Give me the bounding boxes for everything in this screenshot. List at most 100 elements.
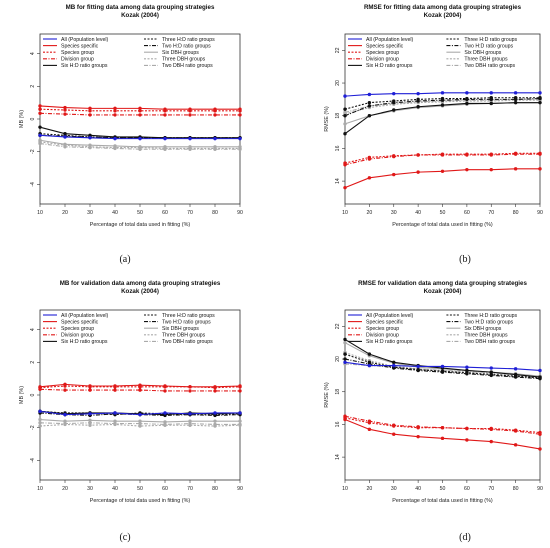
data-point-two-dbh-ratio-groups	[88, 421, 92, 425]
y-tick-label: 14	[335, 178, 341, 184]
x-tick-label: 60	[464, 486, 470, 492]
x-tick-label: 30	[87, 210, 93, 216]
x-tick-label: 70	[187, 486, 193, 492]
data-point-division-group	[38, 111, 42, 115]
data-point-species-specific	[88, 106, 92, 111]
legend-label: Two H:D ratio groups	[162, 43, 211, 49]
data-point-all-population-level	[538, 368, 542, 373]
data-point-species-group	[88, 109, 92, 113]
data-point-two-h-d-ratio-groups	[392, 366, 396, 370]
legend-label: All (Population level)	[366, 313, 414, 319]
data-point-two-h-d-ratio-groups	[416, 368, 420, 373]
x-tick-label: 80	[212, 210, 218, 216]
y-tick-label: 20	[335, 80, 341, 86]
y-tick-label: 0	[30, 117, 36, 120]
data-point-species-specific	[465, 438, 469, 442]
y-tick-label: 2	[30, 85, 36, 88]
panel-caption: (a)	[119, 254, 130, 265]
data-point-six-h-d-ratio-groups	[367, 114, 372, 118]
data-point-six-dbh-groups	[88, 418, 92, 423]
legend-label: Species group	[366, 50, 399, 56]
data-point-species-group	[63, 108, 67, 112]
panel-caption: (b)	[459, 254, 471, 265]
data-point-two-h-d-ratio-groups	[163, 413, 167, 418]
legend-label: Three H:D ratio groups	[162, 313, 215, 319]
data-point-six-h-d-ratio-groups	[416, 105, 420, 109]
data-point-all-population-level	[213, 411, 217, 415]
data-point-two-h-d-ratio-groups	[416, 99, 420, 103]
legend-label: Species specific	[366, 43, 404, 49]
y-tick-label: 16	[335, 421, 341, 427]
data-point-all-population-level	[465, 91, 469, 95]
data-point-two-dbh-ratio-groups	[188, 147, 192, 151]
legend-label: All (Population level)	[61, 313, 109, 319]
chart-title: MB for validation data among data groupi…	[60, 280, 221, 287]
data-point-all-population-level	[416, 364, 420, 369]
x-tick-label: 90	[237, 210, 243, 216]
data-point-six-dbh-groups	[238, 419, 242, 423]
y-tick-label: 4	[30, 52, 36, 55]
x-tick-label: 70	[488, 210, 494, 216]
data-point-all-population-level	[465, 365, 469, 369]
data-point-division-group	[343, 163, 347, 167]
data-point-division-group	[465, 153, 469, 157]
data-point-six-dbh-groups	[213, 419, 217, 423]
data-point-six-dbh-groups	[38, 417, 42, 422]
x-tick-label: 10	[342, 210, 348, 216]
data-point-all-population-level	[38, 409, 42, 414]
data-point-division-group	[416, 153, 420, 157]
x-tick-label: 50	[440, 210, 446, 216]
legend-label: Six DBH groups	[464, 50, 501, 56]
data-point-three-dbh-groups	[38, 424, 42, 428]
legend-label: Species group	[61, 326, 94, 332]
data-point-species-specific	[513, 443, 518, 447]
data-point-species-specific	[63, 105, 67, 110]
series-line-species-group	[39, 108, 240, 112]
data-point-all-population-level	[113, 136, 117, 141]
series-line-two-h-d-ratio-groups	[39, 134, 240, 139]
data-point-division-group	[113, 113, 117, 117]
data-point-two-dbh-ratio-groups	[188, 421, 192, 426]
data-point-all-population-level	[489, 91, 493, 95]
data-point-six-h-d-ratio-groups	[392, 360, 396, 365]
data-point-six-h-d-ratio-groups	[489, 370, 493, 374]
legend-label: Six H:D ratio groups	[61, 63, 108, 69]
data-point-six-h-d-ratio-groups	[538, 100, 542, 105]
x-tick-label: 40	[415, 210, 421, 216]
data-point-two-h-d-ratio-groups	[513, 375, 518, 379]
data-point-division-group	[213, 113, 217, 117]
data-point-all-population-level	[489, 366, 493, 370]
data-point-division-group	[188, 113, 192, 117]
data-point-species-specific	[367, 176, 372, 180]
data-point-species-specific	[138, 106, 142, 111]
data-point-all-population-level	[538, 91, 542, 95]
legend-label: Six H:D ratio groups	[366, 339, 413, 345]
data-point-two-dbh-ratio-groups	[163, 422, 167, 427]
legend-label: Three H:D ratio groups	[464, 37, 517, 43]
chart-title: RMSE for fitting data among data groupin…	[364, 4, 522, 11]
data-point-six-h-d-ratio-groups	[38, 125, 42, 129]
data-point-division-group	[238, 389, 242, 393]
data-point-six-dbh-groups	[63, 419, 67, 423]
data-point-division-group	[489, 427, 493, 432]
data-point-division-group	[440, 153, 445, 157]
data-point-all-population-level	[513, 91, 518, 95]
data-point-species-specific	[113, 106, 117, 111]
chart-subtitle: Kozak (2004)	[121, 12, 159, 19]
legend-label: Six DBH groups	[162, 326, 199, 332]
data-point-two-dbh-ratio-groups	[38, 141, 42, 146]
x-tick-label: 80	[513, 486, 519, 492]
y-tick-label: 16	[335, 145, 341, 151]
x-tick-label: 40	[112, 210, 118, 216]
legend-label: Six DBH groups	[464, 326, 501, 332]
data-point-two-dbh-ratio-groups	[113, 421, 117, 426]
data-point-division-group	[138, 113, 142, 117]
data-point-two-h-d-ratio-groups	[489, 373, 493, 378]
panel-caption: (d)	[459, 532, 471, 543]
data-point-division-group	[392, 423, 396, 427]
chart-panel-d: RMSE for validation data among data grou…	[324, 280, 543, 543]
data-point-species-group	[138, 385, 142, 389]
x-tick-label: 70	[488, 486, 494, 492]
data-point-division-group	[163, 389, 167, 393]
data-point-six-dbh-groups	[188, 419, 192, 423]
